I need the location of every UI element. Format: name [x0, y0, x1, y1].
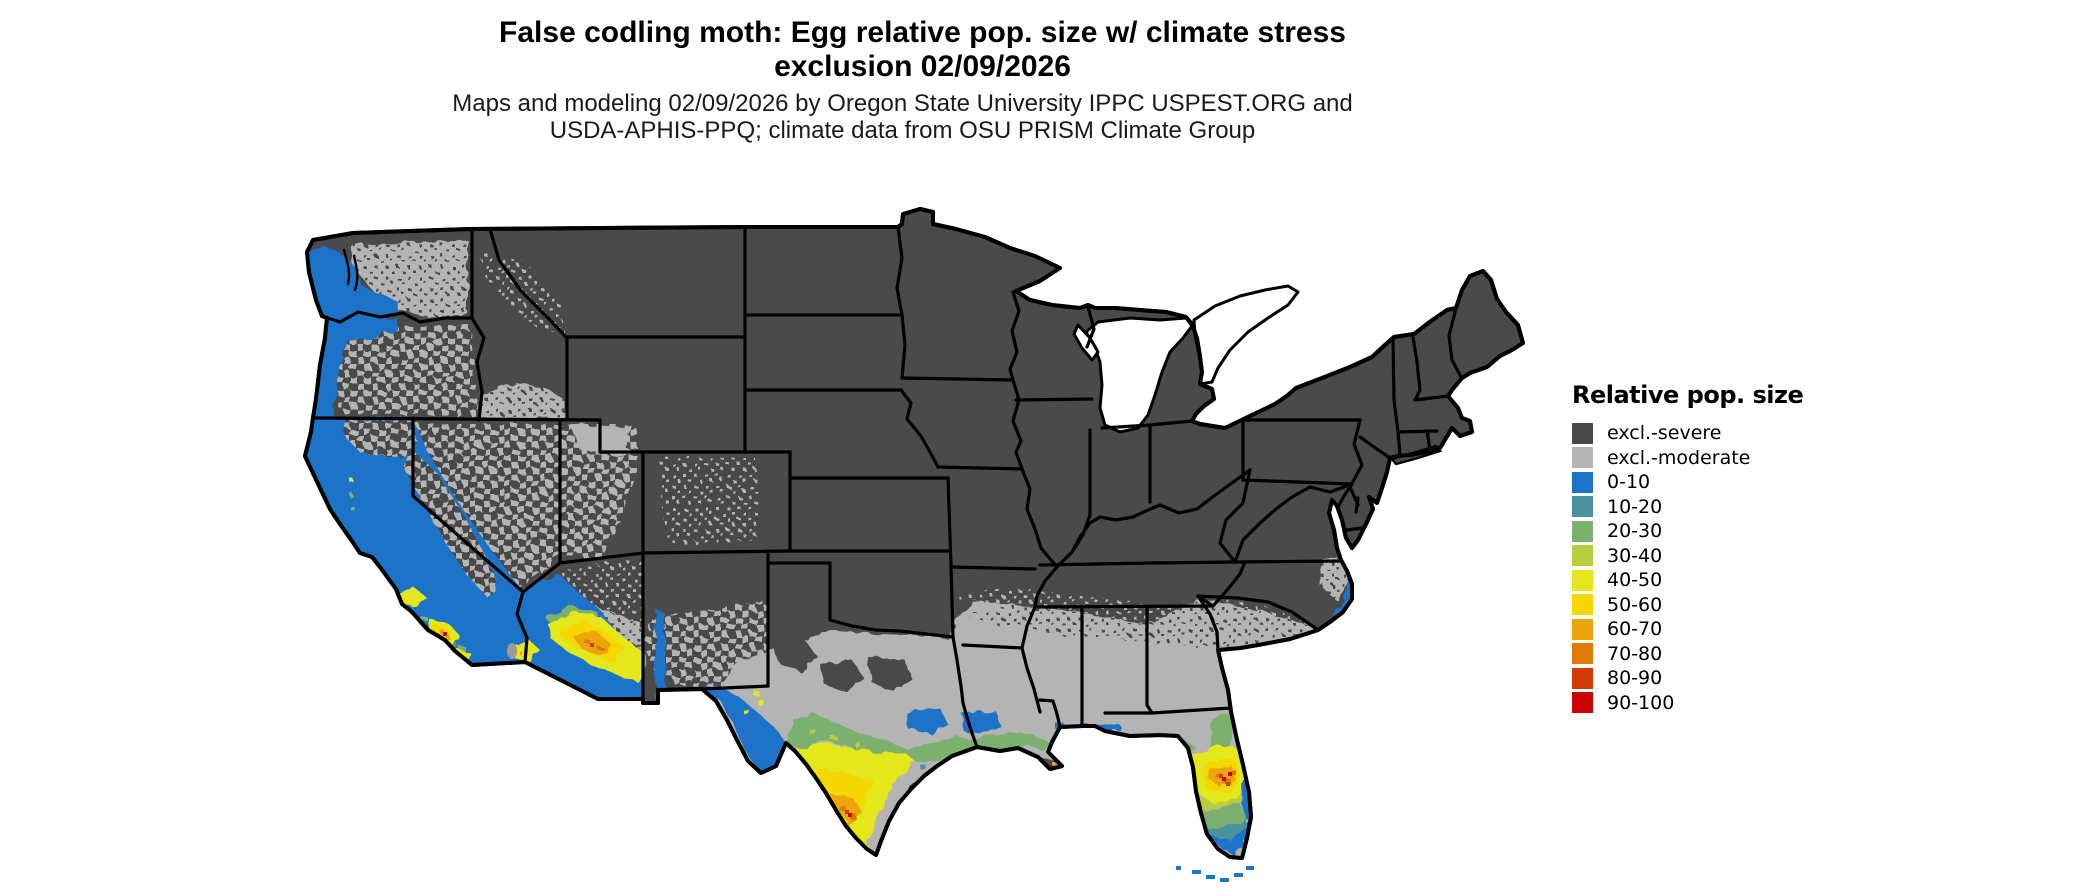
legend-row: 20-30: [1572, 519, 1803, 544]
legend-swatch-70-80: [1572, 643, 1593, 665]
salton-sea: [507, 643, 517, 659]
legend-row: excl.-severe: [1572, 421, 1803, 446]
legend-swatch-10-20: [1572, 496, 1593, 518]
legend-row: 30-40: [1572, 544, 1803, 569]
legend-label: 90-100: [1607, 691, 1675, 714]
map-title-line2: exclusion 02/09/2026: [774, 50, 1071, 83]
legend-row: 0-10: [1572, 470, 1803, 495]
legend-row: excl.-moderate: [1572, 446, 1803, 471]
legend-swatch-90-100: [1572, 692, 1593, 714]
legend-title: Relative pop. size: [1572, 381, 1804, 409]
legend-swatch-80-90: [1572, 667, 1593, 689]
legend: Relative pop. size excl.-severe excl.-mo…: [1572, 381, 1804, 716]
map-title: False codling moth: Egg relative pop. si…: [0, 16, 1845, 84]
map-title-line1: False codling moth: Egg relative pop. si…: [499, 16, 1346, 49]
legend-label: 40-50: [1607, 569, 1663, 592]
legend-label: 10-20: [1607, 495, 1663, 518]
layer-sierra-gray: [345, 420, 498, 598]
map-subtitle: Maps and modeling 02/09/2026 by Oregon S…: [0, 90, 1805, 144]
climate-layers: [305, 240, 1385, 858]
map-subtitle-line2: USDA-APHIS-PPQ; climate data from OSU PR…: [549, 117, 1256, 144]
lake-huron: [1192, 284, 1300, 386]
legend-label: 30-40: [1607, 544, 1663, 567]
legend-swatch-50-60: [1572, 594, 1593, 616]
layer-excl-severe-patches: [772, 634, 913, 692]
legend-swatch-60-70: [1572, 618, 1593, 640]
legend-row: 50-60: [1572, 593, 1803, 618]
legend-row: 60-70: [1572, 617, 1803, 642]
legend-label: 20-30: [1607, 520, 1663, 543]
florida-keys: [1176, 866, 1254, 882]
legend-swatch-0-10: [1572, 471, 1593, 493]
legend-row: 10-20: [1572, 495, 1803, 520]
legend-row: 80-90: [1572, 666, 1803, 691]
legend-row: 90-100: [1572, 691, 1803, 716]
legend-swatch-30-40: [1572, 545, 1593, 567]
legend-row: 40-50: [1572, 568, 1803, 593]
legend-label: 50-60: [1607, 593, 1663, 616]
legend-swatch-excl-moderate: [1572, 447, 1593, 469]
legend-label: 60-70: [1607, 618, 1663, 641]
layer-80-100: [443, 632, 1232, 817]
legend-label: excl.-moderate: [1607, 446, 1751, 469]
legend-swatch-20-30: [1572, 520, 1593, 542]
legend-label: excl.-severe: [1607, 422, 1722, 445]
legend-label: 70-80: [1607, 642, 1663, 665]
legend-label: 0-10: [1607, 471, 1651, 494]
layer-70-80: [585, 640, 1236, 819]
legend-swatch-excl-severe: [1572, 422, 1593, 444]
legend-row: 70-80: [1572, 642, 1803, 667]
legend-swatch-40-50: [1572, 569, 1593, 591]
state-borders: [311, 225, 1463, 749]
map-subtitle-line1: Maps and modeling 02/09/2026 by Oregon S…: [452, 90, 1353, 117]
legend-label: 80-90: [1607, 667, 1663, 690]
